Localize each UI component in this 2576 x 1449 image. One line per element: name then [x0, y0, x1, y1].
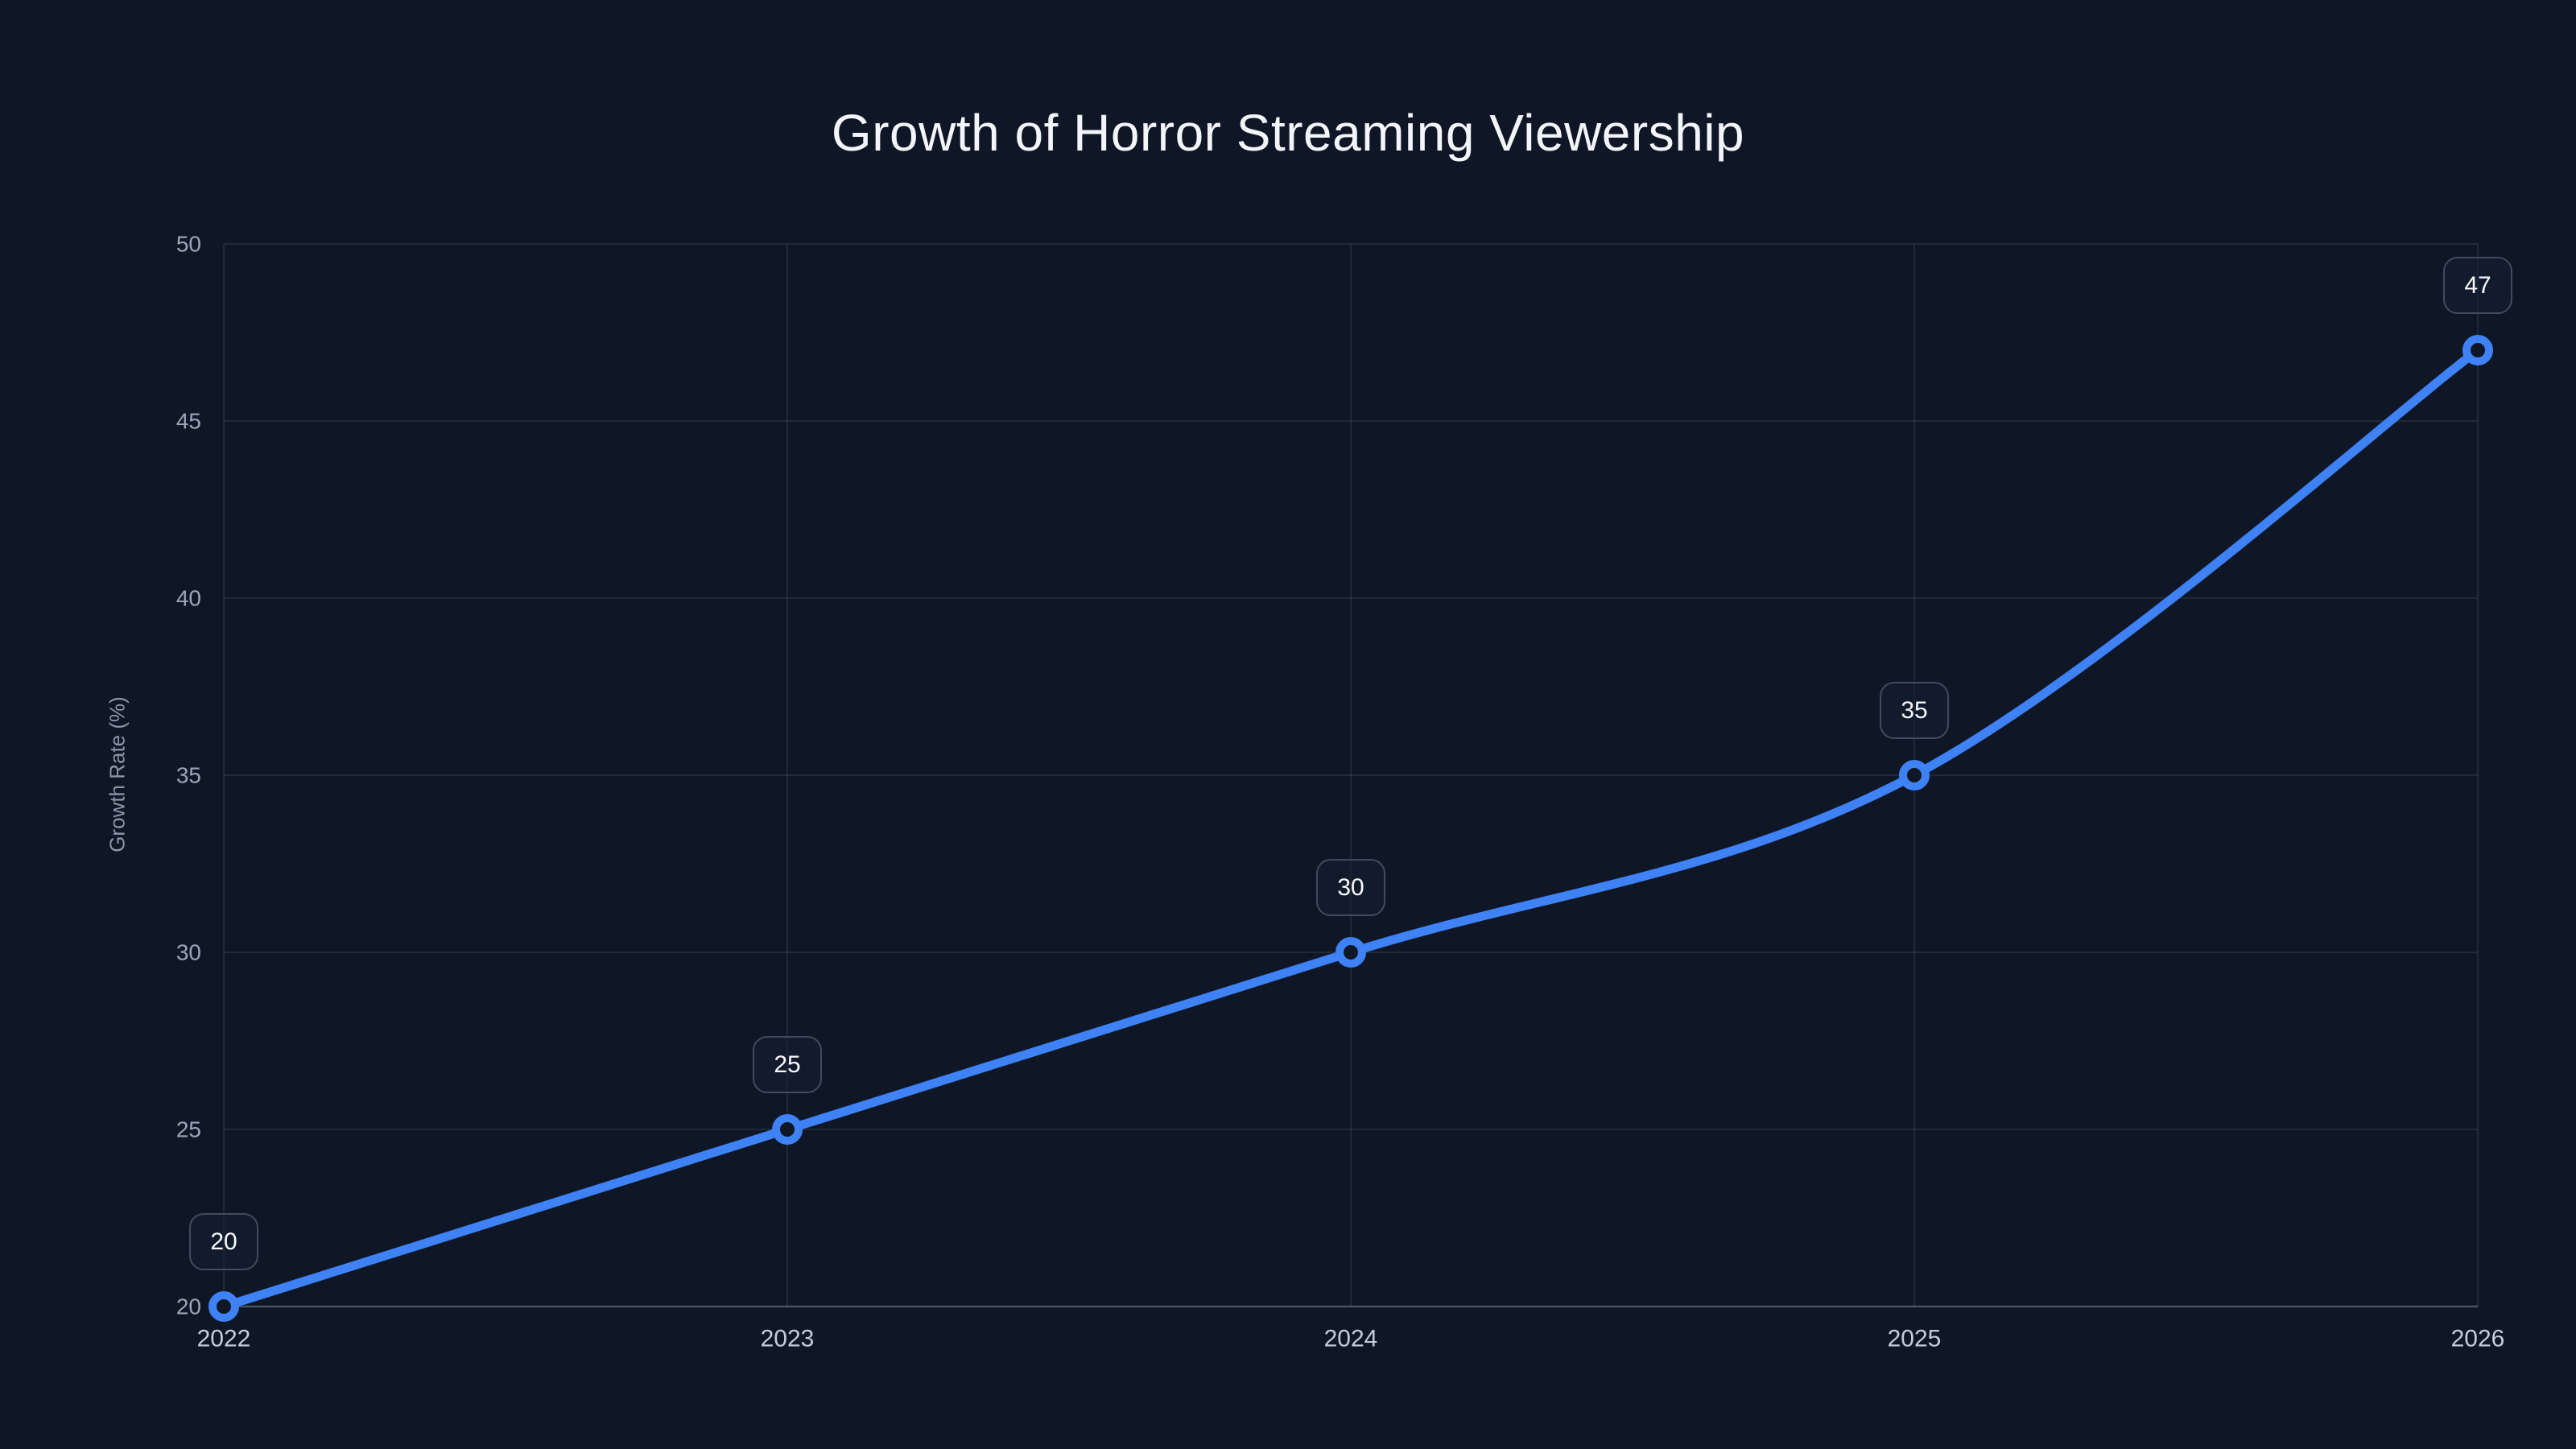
x-tick-label: 2022 [197, 1326, 251, 1352]
data-point-marker [1899, 760, 1930, 791]
x-tick-label: 2026 [2451, 1326, 2505, 1352]
y-tick-label: 20 [176, 1294, 201, 1319]
data-point-marker [208, 1291, 239, 1322]
y-tick-label: 45 [176, 409, 201, 434]
x-tick-label: 2023 [761, 1326, 815, 1352]
x-tick-label: 2024 [1324, 1326, 1378, 1352]
x-tick-label: 2025 [1888, 1326, 1942, 1352]
point-label-badge: 20 [189, 1213, 258, 1270]
data-point-marker [1335, 937, 1366, 968]
y-tick-label: 40 [176, 586, 201, 611]
chart-title: Growth of Horror Streaming Viewership [831, 104, 1745, 162]
y-tick-label: 50 [176, 232, 201, 257]
point-label-badge: 35 [1880, 682, 1949, 739]
y-tick-label: 25 [176, 1117, 201, 1142]
point-label-badge: 25 [753, 1036, 822, 1093]
point-label-badge: 30 [1316, 859, 1385, 916]
data-point-marker [2462, 335, 2493, 365]
y-tick-label: 30 [176, 940, 201, 965]
y-tick-label: 35 [176, 763, 201, 788]
data-point-marker [772, 1114, 803, 1145]
point-label-badge: 47 [2443, 257, 2512, 314]
